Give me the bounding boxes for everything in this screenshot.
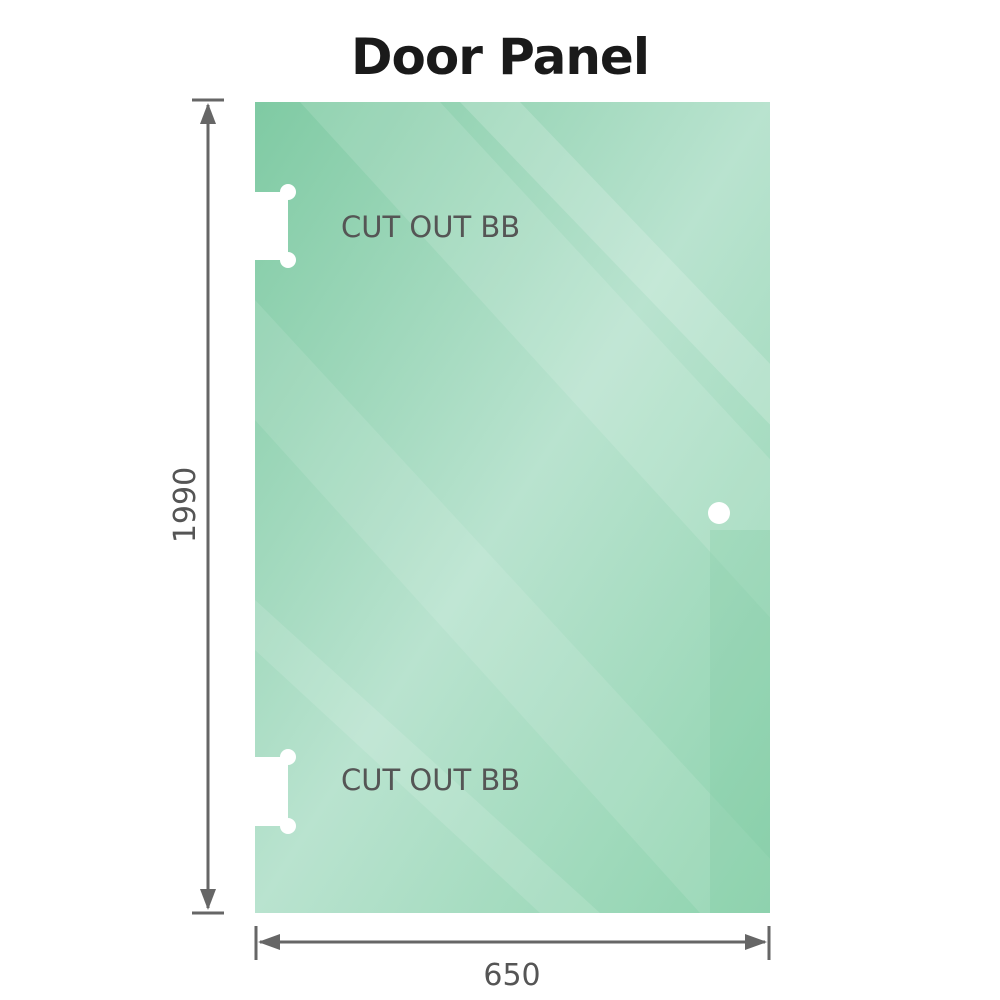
cutout-bottom [250,749,296,834]
diagram-title: Door Panel [351,28,650,86]
width-label: 650 [483,958,540,993]
cutout-label-bottom: CUT OUT BB [341,763,520,797]
cutout-label-top: CUT OUT BB [341,210,520,244]
glass-panel [255,102,770,913]
width-dimension-arrow [254,926,771,960]
handle-hole [708,502,730,524]
height-dimension-arrow [192,98,224,915]
height-label: 1990 [168,467,203,543]
cutout-top [250,184,296,268]
